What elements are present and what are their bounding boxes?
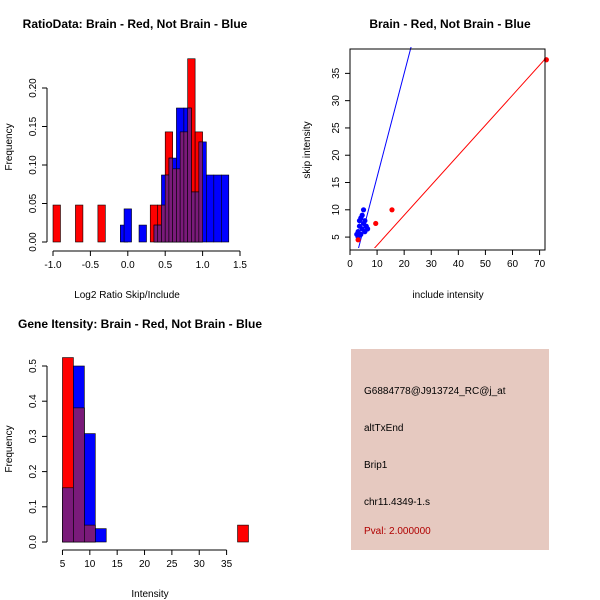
y-tick-label: 0.20: [28, 78, 39, 98]
y-tick-label: 0.2: [28, 464, 39, 478]
histogram-overlap-bar: [194, 191, 200, 243]
y-tick-label: 0.05: [28, 193, 39, 213]
x-tick-label: 20: [399, 259, 411, 270]
histogram-overlap-bar: [183, 131, 188, 243]
y-tick-label: 0.3: [28, 429, 39, 443]
y-tick-label: 0.4: [28, 394, 39, 408]
histogram-overlap-bar: [153, 224, 159, 243]
y-tick-label: 10: [331, 204, 342, 216]
y-tick-label: 35: [331, 67, 342, 79]
y-tick-label: 0.1: [28, 499, 39, 513]
histogram-bar: [123, 208, 132, 243]
x-tick-label: 70: [534, 259, 546, 270]
scatter-point: [360, 207, 367, 213]
histogram-overlap-bar: [157, 224, 162, 243]
y-tick-label: 0.0: [28, 535, 39, 549]
scatter-point: [365, 226, 371, 232]
x-tick-label: 5: [60, 559, 66, 570]
scatter-point: [373, 220, 379, 227]
plot-frame: [349, 48, 546, 251]
y-tick-label: 0.5: [28, 359, 39, 373]
y-axis-label: Frequency: [4, 425, 15, 472]
histogram-overlap-bar: [191, 191, 196, 243]
histogram-bar: [221, 174, 230, 243]
x-tick-label: 25: [166, 559, 178, 570]
scatter-point: [355, 237, 361, 243]
histogram-bar: [75, 204, 84, 243]
histogram-overlap-bar: [187, 107, 192, 243]
trend-line: [373, 58, 545, 248]
histogram-overlap-bar: [73, 407, 85, 543]
y-tick-label: 30: [331, 95, 342, 107]
histogram-bar: [213, 174, 222, 243]
histogram-bar: [97, 204, 106, 243]
y-tick-label: 15: [331, 177, 342, 189]
scatter-point: [359, 212, 365, 218]
pval-text: Pval: 2.000000: [364, 526, 431, 537]
histogram-overlap-bar: [172, 168, 177, 243]
histogram-bar: [206, 174, 215, 243]
scatter-point: [356, 218, 363, 224]
x-tick-label: 35: [221, 559, 233, 570]
y-axis-label: skip intensity: [302, 121, 313, 178]
histogram-bar: [94, 528, 107, 543]
x-tick-label: 40: [453, 259, 465, 270]
x-tick-label: 30: [426, 259, 438, 270]
x-tick-label: 30: [194, 559, 206, 570]
chart-title: RatioData: Brain - Red, Not Brain - Blue: [23, 17, 248, 31]
chart-title: Brain - Red, Not Brain - Blue: [369, 17, 531, 31]
y-tick-label: 0.00: [28, 232, 39, 252]
genomic-location: chr11.4349-1.s: [364, 497, 430, 508]
chart-title: Gene Itensity: Brain - Red, Not Brain - …: [18, 317, 262, 331]
x-tick-label: 10: [84, 559, 96, 570]
histogram-bar: [237, 524, 249, 543]
histogram-bar: [138, 224, 147, 243]
info-panel: G6884778@J913724_RC@j_at altTxEnd Brip1 …: [351, 349, 549, 550]
y-tick-label: 25: [331, 122, 342, 134]
x-tick-label: 60: [507, 259, 519, 270]
x-tick-label: 0.0: [121, 260, 135, 271]
x-tick-label: 0: [347, 259, 353, 270]
x-axis-label: Intensity: [131, 589, 168, 600]
histogram-overlap-bar: [176, 168, 181, 243]
y-tick-label: 0.10: [28, 155, 39, 175]
x-tick-label: 1.0: [196, 260, 210, 271]
histogram-overlap-bar: [168, 157, 173, 243]
x-tick-label: -1.0: [44, 260, 62, 271]
event-type: altTxEnd: [364, 423, 404, 434]
y-tick-label: 0.15: [28, 116, 39, 136]
histogram-overlap-bar: [198, 141, 203, 243]
y-tick-label: 20: [331, 149, 342, 161]
x-tick-label: 0.5: [158, 260, 172, 271]
histogram-overlap-bar: [179, 131, 185, 243]
scatter-point: [362, 218, 368, 224]
y-axis-label: Frequency: [4, 123, 15, 170]
x-tick-label: 1.5: [233, 260, 247, 271]
histogram-bar: [52, 204, 61, 243]
probe-id: G6884778@J913724_RC@j_at: [364, 386, 506, 397]
x-tick-label: 15: [112, 559, 124, 570]
scatter-point: [389, 207, 395, 213]
x-tick-label: 10: [372, 259, 384, 270]
x-axis-label: include intensity: [412, 290, 483, 301]
trend-line: [358, 47, 412, 248]
x-tick-label: -0.5: [82, 260, 100, 271]
histogram-overlap-bar: [164, 174, 170, 243]
x-tick-label: 20: [139, 559, 151, 570]
histogram-overlap-bar: [161, 204, 166, 243]
histogram-overlap-bar: [62, 487, 74, 543]
x-axis-label: Log2 Ratio Skip/Include: [74, 290, 180, 301]
gene-name: Brip1: [364, 460, 388, 471]
x-tick-label: 50: [480, 259, 492, 270]
histogram-overlap-bar: [84, 524, 96, 543]
y-tick-label: 5: [331, 234, 342, 240]
